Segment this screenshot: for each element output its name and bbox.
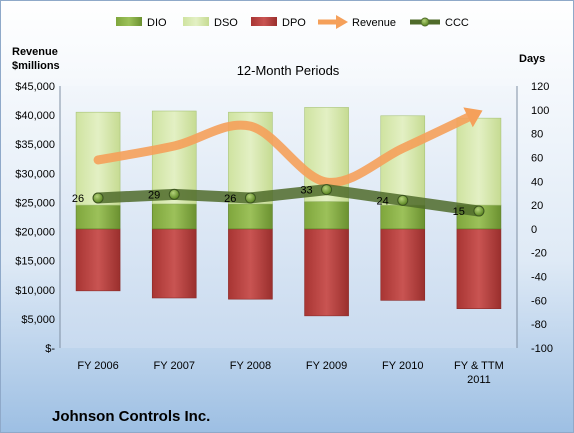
legend-swatch-dio: [116, 17, 142, 26]
x-tick-label: FY 2007: [154, 360, 195, 372]
dpo-bar: [304, 228, 349, 317]
x-tick-label: FY 2009: [306, 360, 347, 372]
left-tick-label: $25,000: [15, 197, 55, 209]
dpo-bar: [151, 228, 197, 299]
right-tick-label: -80: [531, 319, 547, 331]
left-tick-label: $45,000: [15, 81, 55, 93]
right-tick-label: -20: [531, 248, 547, 260]
x-axis-labels: FY 2006 FY 2007 FY 2008 FY 2009 FY 2010 FY & …: [77, 360, 503, 386]
legend-swatch-dpo: [251, 17, 277, 26]
x-tick-label: FY 2010: [382, 360, 423, 372]
left-tick-label: $20,000: [15, 227, 55, 239]
right-tick-label: 0: [531, 224, 537, 236]
dio-bar: [151, 203, 197, 230]
ccc-line: [92, 184, 485, 217]
right-tick-label: 80: [531, 129, 543, 141]
legend-label-dio: DIO: [147, 17, 167, 29]
revenue-layer: [93, 107, 483, 187]
chart-title: 12-Month Periods: [237, 63, 340, 78]
right-tick-label: 120: [531, 81, 549, 93]
legend-label-dso: DSO: [214, 17, 238, 29]
left-tick-label: $15,000: [15, 256, 55, 268]
company-name: Johnson Controls Inc.: [52, 408, 210, 425]
dio-bar: [304, 201, 349, 230]
right-tick-label: 60: [531, 152, 543, 164]
legend-label-dpo: DPO: [282, 17, 306, 29]
ccc-point: [321, 184, 333, 196]
x-tick-label: FY 2006: [77, 360, 118, 372]
left-tick-label: $40,000: [15, 110, 55, 122]
right-tick-label: 40: [531, 176, 543, 188]
x-tick-label: FY & TTM 2011: [454, 360, 504, 386]
left-tick-label: $30,000: [15, 168, 55, 180]
left-axis-ticks: $- $5,000 $10,000 $15,000 $20,000 $25,000 $30,…: [15, 81, 55, 355]
ccc-data-label: 24: [377, 195, 389, 207]
ccc-data-label: 26: [224, 193, 236, 205]
legend-swatch-ccc: [410, 17, 440, 27]
left-tick-label: $-: [45, 343, 55, 355]
ccc-point: [92, 192, 104, 204]
ccc-data-label: 15: [453, 206, 465, 218]
x-tick-label: FY 2008: [230, 360, 271, 372]
dpo-bar: [380, 228, 426, 301]
right-tick-label: -60: [531, 295, 547, 307]
left-tick-label: $35,000: [15, 139, 55, 151]
legend-swatch-dso: [183, 17, 209, 26]
ccc-layer: 26 29 26 33 24 15: [72, 184, 485, 218]
ccc-point: [397, 194, 409, 206]
ccc-point: [244, 192, 256, 204]
ccc-data-label: 29: [148, 189, 160, 201]
dio-bar: [75, 204, 121, 230]
right-axis-label: Days: [519, 53, 545, 65]
left-axis-label-line-1: Revenue: [12, 46, 58, 58]
left-tick-label: $10,000: [15, 285, 55, 297]
revenue-line: [93, 111, 475, 187]
left-axis-label-line-2: $millions: [12, 60, 60, 72]
legend-swatch-revenue: [318, 15, 348, 29]
dpo-bar: [75, 228, 121, 292]
ccc-data-label: 33: [300, 185, 312, 197]
right-tick-label: 100: [531, 105, 549, 117]
left-tick-label: $5,000: [21, 314, 55, 326]
legend: DIO DSO DPO Revenue CCC: [116, 15, 469, 29]
legend-label-ccc: CCC: [445, 17, 469, 29]
dso-bar: [151, 110, 197, 205]
legend-label-revenue: Revenue: [352, 17, 396, 29]
ccc-point: [473, 205, 485, 217]
dio-bar: [228, 203, 273, 230]
dpo-bar: [228, 228, 273, 300]
dpo-bar: [456, 228, 502, 309]
right-tick-label: -100: [531, 343, 553, 355]
dio-bar: [380, 204, 426, 230]
bars-layer: [75, 107, 502, 317]
dso-bar: [456, 117, 502, 206]
revenue-arrowhead: [463, 107, 483, 128]
right-tick-label: -40: [531, 272, 547, 284]
ccc-data-label: 26: [72, 193, 84, 205]
right-tick-label: 20: [531, 200, 543, 212]
ccc-point: [168, 188, 180, 200]
right-axis-ticks: -100 -80 -60 -40 -20 0 20 40 60 80 100 120: [531, 81, 553, 355]
